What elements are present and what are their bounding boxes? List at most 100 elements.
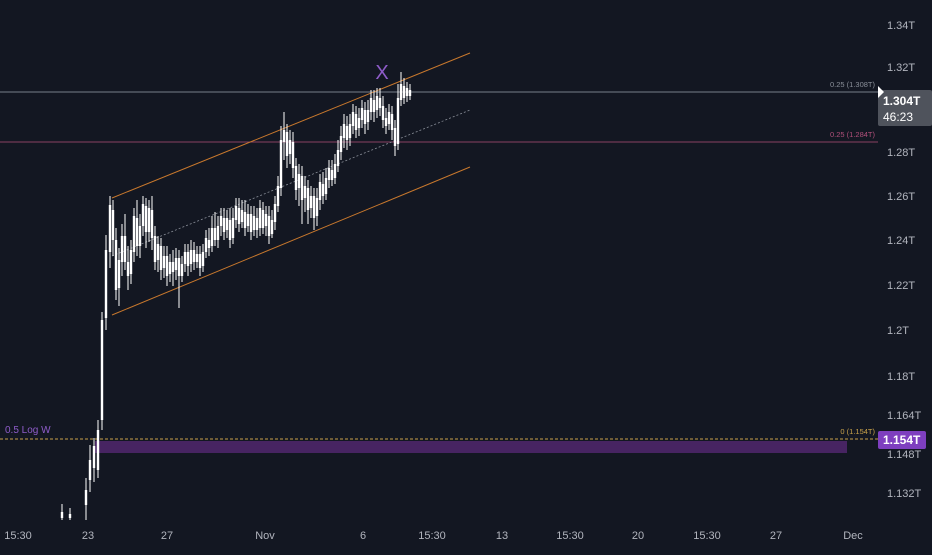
candle-body xyxy=(114,240,118,290)
candle-body xyxy=(333,164,337,178)
candle-body xyxy=(360,108,364,120)
candle-body xyxy=(285,132,289,156)
x-tick-label: 15:30 xyxy=(418,530,446,542)
candle-body xyxy=(297,174,301,188)
candle-body xyxy=(378,98,382,108)
candle-body xyxy=(381,106,385,120)
candle-body xyxy=(375,96,379,110)
y-tick-label: 1.28T xyxy=(887,147,915,159)
candle-body xyxy=(234,206,238,220)
candle-body xyxy=(279,140,283,188)
candle-body xyxy=(363,110,367,124)
candle-body xyxy=(294,166,298,190)
candle-body xyxy=(339,136,343,152)
candle-body xyxy=(291,142,295,168)
candle-body xyxy=(369,98,373,112)
candle-body xyxy=(267,216,271,236)
candle-body xyxy=(258,208,262,228)
candle-body xyxy=(183,252,187,264)
x-tick-label: Dec xyxy=(843,530,863,542)
candle-body xyxy=(399,84,403,100)
fib-level-label: 0.25 (1.284T) xyxy=(830,130,876,139)
candle-body xyxy=(123,236,127,262)
candle-body xyxy=(210,228,214,246)
y-tick-label: 1.32T xyxy=(887,62,915,74)
support-zone xyxy=(95,441,847,453)
y-tick-label: 1.22T xyxy=(887,280,915,292)
candle-body xyxy=(60,512,64,518)
candle-body xyxy=(126,262,130,276)
candle-body xyxy=(240,210,244,222)
candle-body xyxy=(318,182,322,200)
candle-body xyxy=(261,210,265,228)
candle-body xyxy=(264,214,268,226)
candle-body xyxy=(384,118,388,126)
candle-body xyxy=(216,226,220,240)
candle-body xyxy=(162,256,166,268)
candle-body xyxy=(309,196,313,208)
fib-level-label: 0.25 (1.308T) xyxy=(830,80,876,89)
candle-body xyxy=(168,262,172,274)
candle-body xyxy=(213,228,217,240)
candle-body xyxy=(219,216,223,226)
candle-body xyxy=(300,176,304,200)
candle-body xyxy=(330,170,334,180)
candle-body xyxy=(204,238,208,252)
x-tick-label: 23 xyxy=(82,530,94,542)
candle-body xyxy=(132,216,136,252)
candle-body xyxy=(111,210,115,240)
candle-body xyxy=(321,184,325,196)
x-tick-label: 13 xyxy=(496,530,508,542)
candle-body xyxy=(324,178,328,194)
level-tag-value: 1.154T xyxy=(883,433,921,447)
candle-body xyxy=(405,88,409,96)
candle-body xyxy=(147,208,151,232)
candle-body xyxy=(68,514,72,518)
channel-midline xyxy=(111,109,471,257)
candle-body xyxy=(159,246,163,270)
candle-body xyxy=(273,204,277,222)
candle-body xyxy=(192,250,196,262)
candle-body xyxy=(393,128,397,146)
candle-body xyxy=(351,112,355,126)
candle-body xyxy=(288,140,292,154)
candle-body xyxy=(306,188,310,210)
log-level-label: 0.5 Log W xyxy=(5,425,51,436)
candle-body xyxy=(84,490,88,505)
y-tick-label: 1.164T xyxy=(887,410,922,422)
candle-body xyxy=(303,186,307,198)
x-tick-label: 15:30 xyxy=(4,530,32,542)
candle-body xyxy=(201,252,205,266)
x-tick-label: 15:30 xyxy=(556,530,584,542)
candle-body xyxy=(189,250,193,264)
candle-body xyxy=(138,226,142,246)
price-tag-box xyxy=(878,90,932,126)
candle-body xyxy=(312,196,316,218)
candle-body xyxy=(117,260,121,288)
candle-body xyxy=(141,204,145,226)
candle-body xyxy=(225,218,229,230)
y-tick-label: 1.132T xyxy=(887,488,922,500)
candle-body xyxy=(327,168,331,180)
candle-body xyxy=(255,218,259,230)
price-tag-countdown: 46:23 xyxy=(883,110,913,124)
y-tick-label: 1.24T xyxy=(887,235,915,247)
candle-body xyxy=(357,118,361,128)
candle-body xyxy=(342,124,346,138)
candle-body xyxy=(186,252,190,266)
candle-body xyxy=(396,98,400,144)
cross-annotation: X xyxy=(375,62,388,84)
candle-body xyxy=(195,254,199,262)
candle-body xyxy=(390,114,394,130)
candle-body xyxy=(180,264,184,276)
candle-body xyxy=(387,112,391,124)
candle-body xyxy=(96,430,100,470)
price-tag-value: 1.304T xyxy=(883,94,921,108)
channel-lower xyxy=(111,166,471,316)
y-tick-label: 1.26T xyxy=(887,191,915,203)
y-tick-label: 1.18T xyxy=(887,371,915,383)
fib-level-label: 0 (1.154T) xyxy=(840,427,875,436)
candle-body xyxy=(88,460,92,480)
